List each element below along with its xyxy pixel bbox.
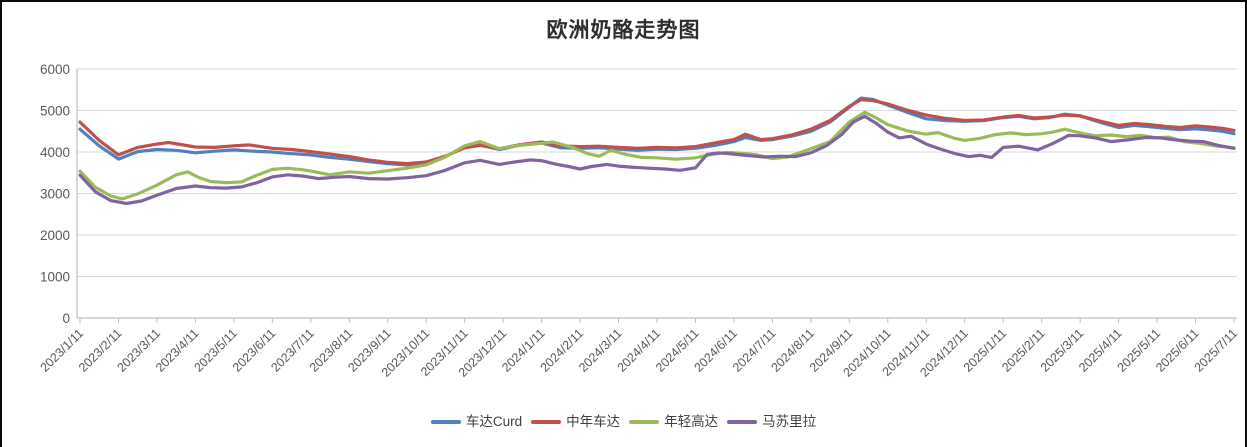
series-line-中年车达 (78, 98, 1236, 166)
legend-item[interactable]: 中年车达 (531, 415, 620, 429)
series-line-年轻高达 (78, 110, 1236, 201)
legend-item[interactable]: 年轻高达 (629, 415, 718, 429)
y-tick-label: 1000 (40, 270, 70, 285)
legend-swatch-line (727, 419, 758, 424)
legend-item-label: 马苏里拉 (762, 414, 817, 429)
y-tick-label: 0 (62, 311, 70, 326)
legend-item-label: 中年车达 (566, 414, 621, 429)
legend-item[interactable]: 马苏里拉 (727, 415, 816, 429)
legend-swatch-line (629, 419, 660, 424)
chart-title: 欧洲奶酪走势图 (546, 17, 701, 42)
y-tick-label: 6000 (40, 62, 70, 77)
y-tick-label: 4000 (40, 145, 70, 160)
y-tick-label: 2000 (40, 228, 70, 243)
legend-swatch-line (531, 419, 562, 424)
y-tick-label: 5000 (40, 104, 70, 119)
legend-item-label: 年轻高达 (664, 414, 719, 429)
legend-swatch-line (430, 419, 461, 424)
series-line-马苏里拉 (78, 114, 1236, 206)
legend-item[interactable]: 车达Curd (430, 414, 523, 429)
legend-item-label: 车达Curd (465, 414, 523, 429)
legend: 车达Curd 中年车达 年轻高达 马苏里拉 (2, 415, 1245, 429)
y-tick-label: 3000 (40, 187, 70, 202)
